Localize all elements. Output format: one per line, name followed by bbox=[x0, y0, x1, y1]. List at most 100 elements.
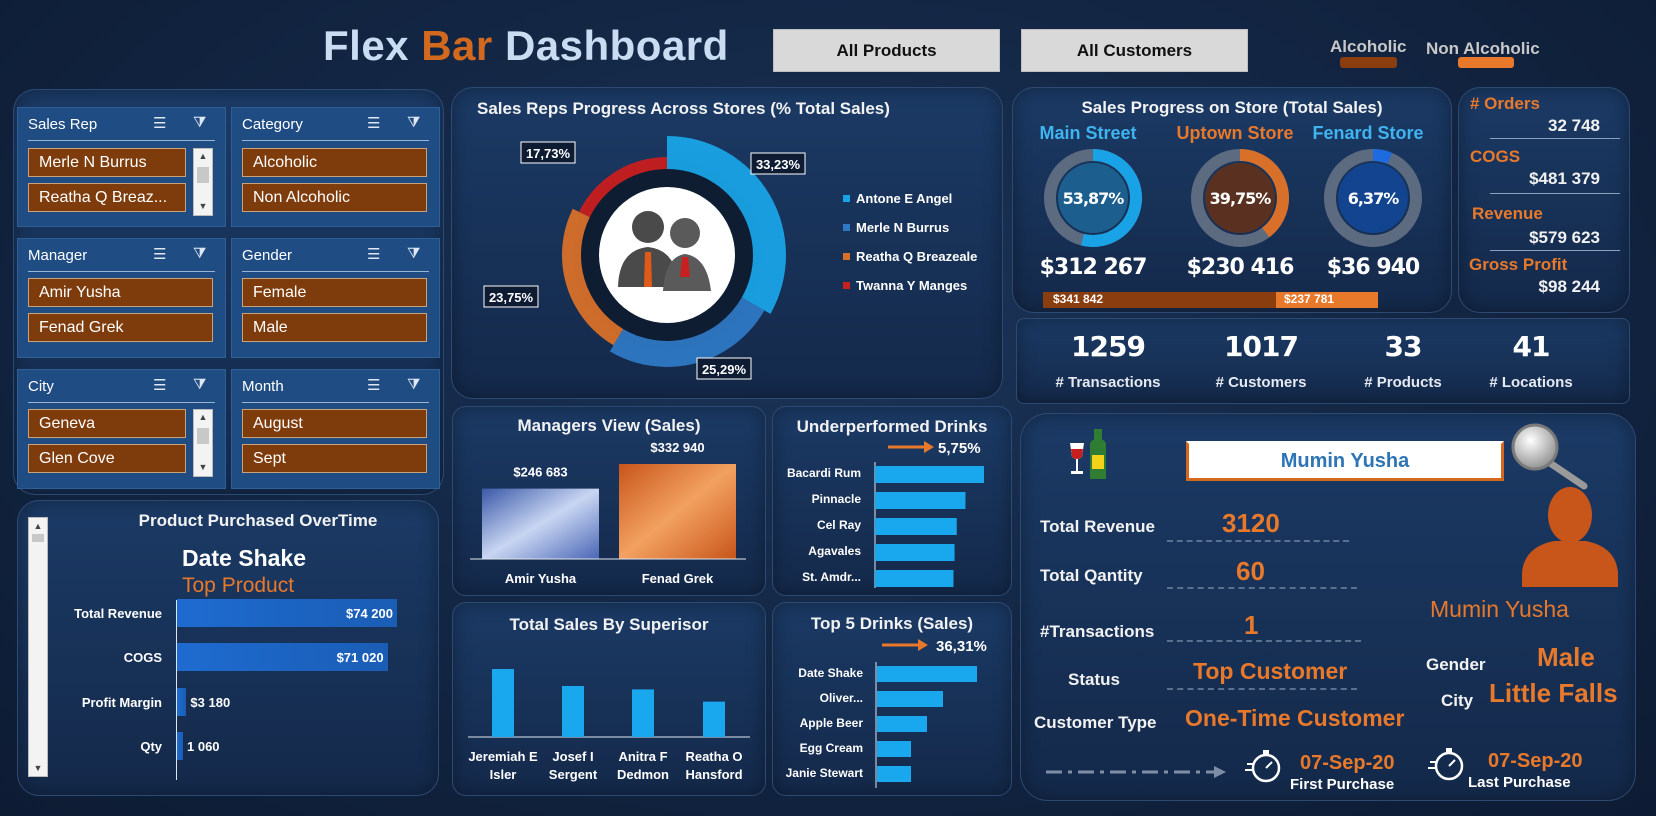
gross-profit-label: Gross Profit bbox=[1469, 255, 1568, 274]
bar[interactable] bbox=[877, 666, 977, 682]
store-total: $312 267 bbox=[1039, 255, 1148, 280]
donut-label-box bbox=[483, 285, 539, 308]
orders-value: 32 748 bbox=[1548, 116, 1600, 135]
slicer-item[interactable]: Male bbox=[242, 313, 427, 342]
multiselect-icon[interactable]: ☰ bbox=[367, 246, 381, 263]
slicer-item[interactable]: Amir Yusha bbox=[28, 278, 213, 307]
scroll-thumb[interactable] bbox=[197, 167, 209, 183]
slicer-item[interactable]: Female bbox=[242, 278, 427, 307]
donut-data-label: 23,75% bbox=[489, 290, 534, 305]
scroll-thumb[interactable] bbox=[197, 428, 209, 444]
clear-filter-icon[interactable]: ⧩ bbox=[193, 114, 207, 131]
stat-label: # Customers bbox=[1215, 374, 1307, 391]
bar[interactable] bbox=[875, 492, 966, 509]
supervisor-bar[interactable] bbox=[632, 689, 654, 737]
donut-slice[interactable] bbox=[667, 136, 786, 314]
store-donut: 39,75% bbox=[1191, 149, 1289, 247]
multiselect-icon[interactable]: ☰ bbox=[153, 246, 167, 263]
bar-category-label: Agavales bbox=[808, 544, 861, 558]
slicer-scrollbar[interactable]: ▲ ▼ bbox=[193, 148, 213, 216]
legend-alcoholic-swatch bbox=[1340, 57, 1397, 68]
bar[interactable] bbox=[875, 466, 984, 483]
clear-filter-icon[interactable]: ⧩ bbox=[193, 245, 207, 262]
bar-category-label: Bacardi Rum bbox=[787, 466, 861, 480]
bar[interactable] bbox=[875, 544, 955, 561]
sales-reps-donut: 33,23% 25,29% 23,75% 17,73% Antone E Angel M… bbox=[483, 136, 977, 380]
top-product-subtitle: Top Product bbox=[182, 574, 295, 597]
bar-category-label: Pinnacle bbox=[812, 492, 862, 506]
magnifier-icon[interactable] bbox=[1508, 423, 1588, 491]
slicer-item[interactable]: Sept bbox=[242, 444, 427, 473]
all-products-button[interactable]: All Products bbox=[773, 29, 1000, 72]
kpi-divider bbox=[1490, 138, 1620, 139]
scroll-down-icon[interactable]: ▼ bbox=[198, 201, 208, 211]
divider bbox=[1167, 640, 1361, 642]
arrow-right-icon bbox=[888, 441, 934, 453]
bar[interactable] bbox=[877, 741, 911, 757]
scroll-up-icon[interactable]: ▲ bbox=[198, 151, 208, 161]
last-purchase-date: 07-Sep-20 bbox=[1488, 750, 1583, 772]
donut-label-box bbox=[750, 152, 806, 175]
store-name: Main Street bbox=[1039, 123, 1137, 143]
bar[interactable] bbox=[877, 766, 911, 782]
overtime-bar-label: $71 020 bbox=[336, 650, 384, 665]
clear-filter-icon[interactable]: ⧩ bbox=[407, 376, 421, 393]
supervisor-bar[interactable] bbox=[492, 669, 514, 737]
slicer-item[interactable]: Alcoholic bbox=[242, 148, 427, 177]
legend-swatch bbox=[843, 224, 850, 231]
scroll-down-icon[interactable]: ▼ bbox=[198, 462, 208, 472]
donut-slice[interactable] bbox=[579, 157, 667, 218]
scroll-up-icon[interactable]: ▲ bbox=[33, 521, 43, 531]
status-value: Top Customer bbox=[1193, 658, 1348, 684]
overtime-scrollbar[interactable]: ▲ ▼ bbox=[28, 517, 48, 777]
scroll-thumb[interactable] bbox=[32, 534, 44, 542]
legend-label: Antone E Angel bbox=[856, 191, 952, 206]
slicer-item[interactable]: Merle N Burrus bbox=[28, 148, 186, 177]
donut-slice[interactable] bbox=[609, 297, 765, 367]
supervisor-bar[interactable] bbox=[703, 701, 725, 737]
bar-category-label: St. Amdr... bbox=[802, 570, 861, 584]
scroll-up-icon[interactable]: ▲ bbox=[198, 412, 208, 422]
customer-search-box[interactable]: Mumin Yusha bbox=[1186, 441, 1504, 481]
multiselect-icon[interactable]: ☰ bbox=[153, 115, 167, 132]
bar[interactable] bbox=[875, 570, 954, 587]
transactions-label: #Transactions bbox=[1040, 622, 1155, 641]
legend-swatch bbox=[843, 282, 850, 289]
supervisor-bar[interactable] bbox=[562, 686, 584, 737]
overtime-bar[interactable] bbox=[177, 599, 397, 627]
slicer-scrollbar[interactable]: ▲ ▼ bbox=[193, 409, 213, 477]
overtime-bar[interactable] bbox=[177, 643, 388, 671]
store-donut-label: 39,75% bbox=[1210, 189, 1272, 208]
slicer-item[interactable]: Geneva bbox=[28, 409, 186, 438]
slicer-item[interactable]: Non Alcoholic bbox=[242, 183, 427, 212]
overtime-bar[interactable] bbox=[177, 732, 183, 760]
donut-slice[interactable] bbox=[562, 208, 624, 346]
bar[interactable] bbox=[877, 691, 943, 707]
slicer-title: Category bbox=[242, 116, 303, 133]
manager-bar[interactable] bbox=[619, 464, 736, 559]
supervisor-title: Total Sales By Superisor bbox=[509, 615, 709, 634]
multiselect-icon[interactable]: ☰ bbox=[367, 115, 381, 132]
store-donut-progress bbox=[1324, 149, 1422, 247]
clear-filter-icon[interactable]: ⧩ bbox=[407, 114, 421, 131]
slicer-item[interactable]: August bbox=[242, 409, 427, 438]
overtime-bar[interactable] bbox=[177, 688, 187, 716]
slicer-item[interactable]: Fenad Grek bbox=[28, 313, 213, 342]
multiselect-icon[interactable]: ☰ bbox=[153, 377, 167, 394]
clear-filter-icon[interactable]: ⧩ bbox=[407, 245, 421, 262]
multiselect-icon[interactable]: ☰ bbox=[367, 377, 381, 394]
clear-filter-icon[interactable]: ⧩ bbox=[193, 376, 207, 393]
slicer-item[interactable]: Reatha Q Breaz... bbox=[28, 183, 186, 212]
all-customers-button[interactable]: All Customers bbox=[1021, 29, 1248, 72]
slicer-item[interactable]: Glen Cove bbox=[28, 444, 186, 473]
manager-bar[interactable] bbox=[482, 488, 599, 559]
product-overtime-title: Product Purchased OverTime bbox=[138, 511, 378, 530]
customer-search-value[interactable]: Mumin Yusha bbox=[1280, 450, 1410, 472]
total-revenue-label: Total Revenue bbox=[1040, 517, 1155, 536]
bar[interactable] bbox=[875, 518, 957, 535]
manager-category-label: Fenad Grek bbox=[642, 571, 714, 586]
bar[interactable] bbox=[877, 716, 927, 732]
overtime-row-label: COGS bbox=[123, 650, 162, 665]
scroll-down-icon[interactable]: ▼ bbox=[33, 763, 43, 773]
store-donut-label: 53,87% bbox=[1063, 189, 1125, 208]
